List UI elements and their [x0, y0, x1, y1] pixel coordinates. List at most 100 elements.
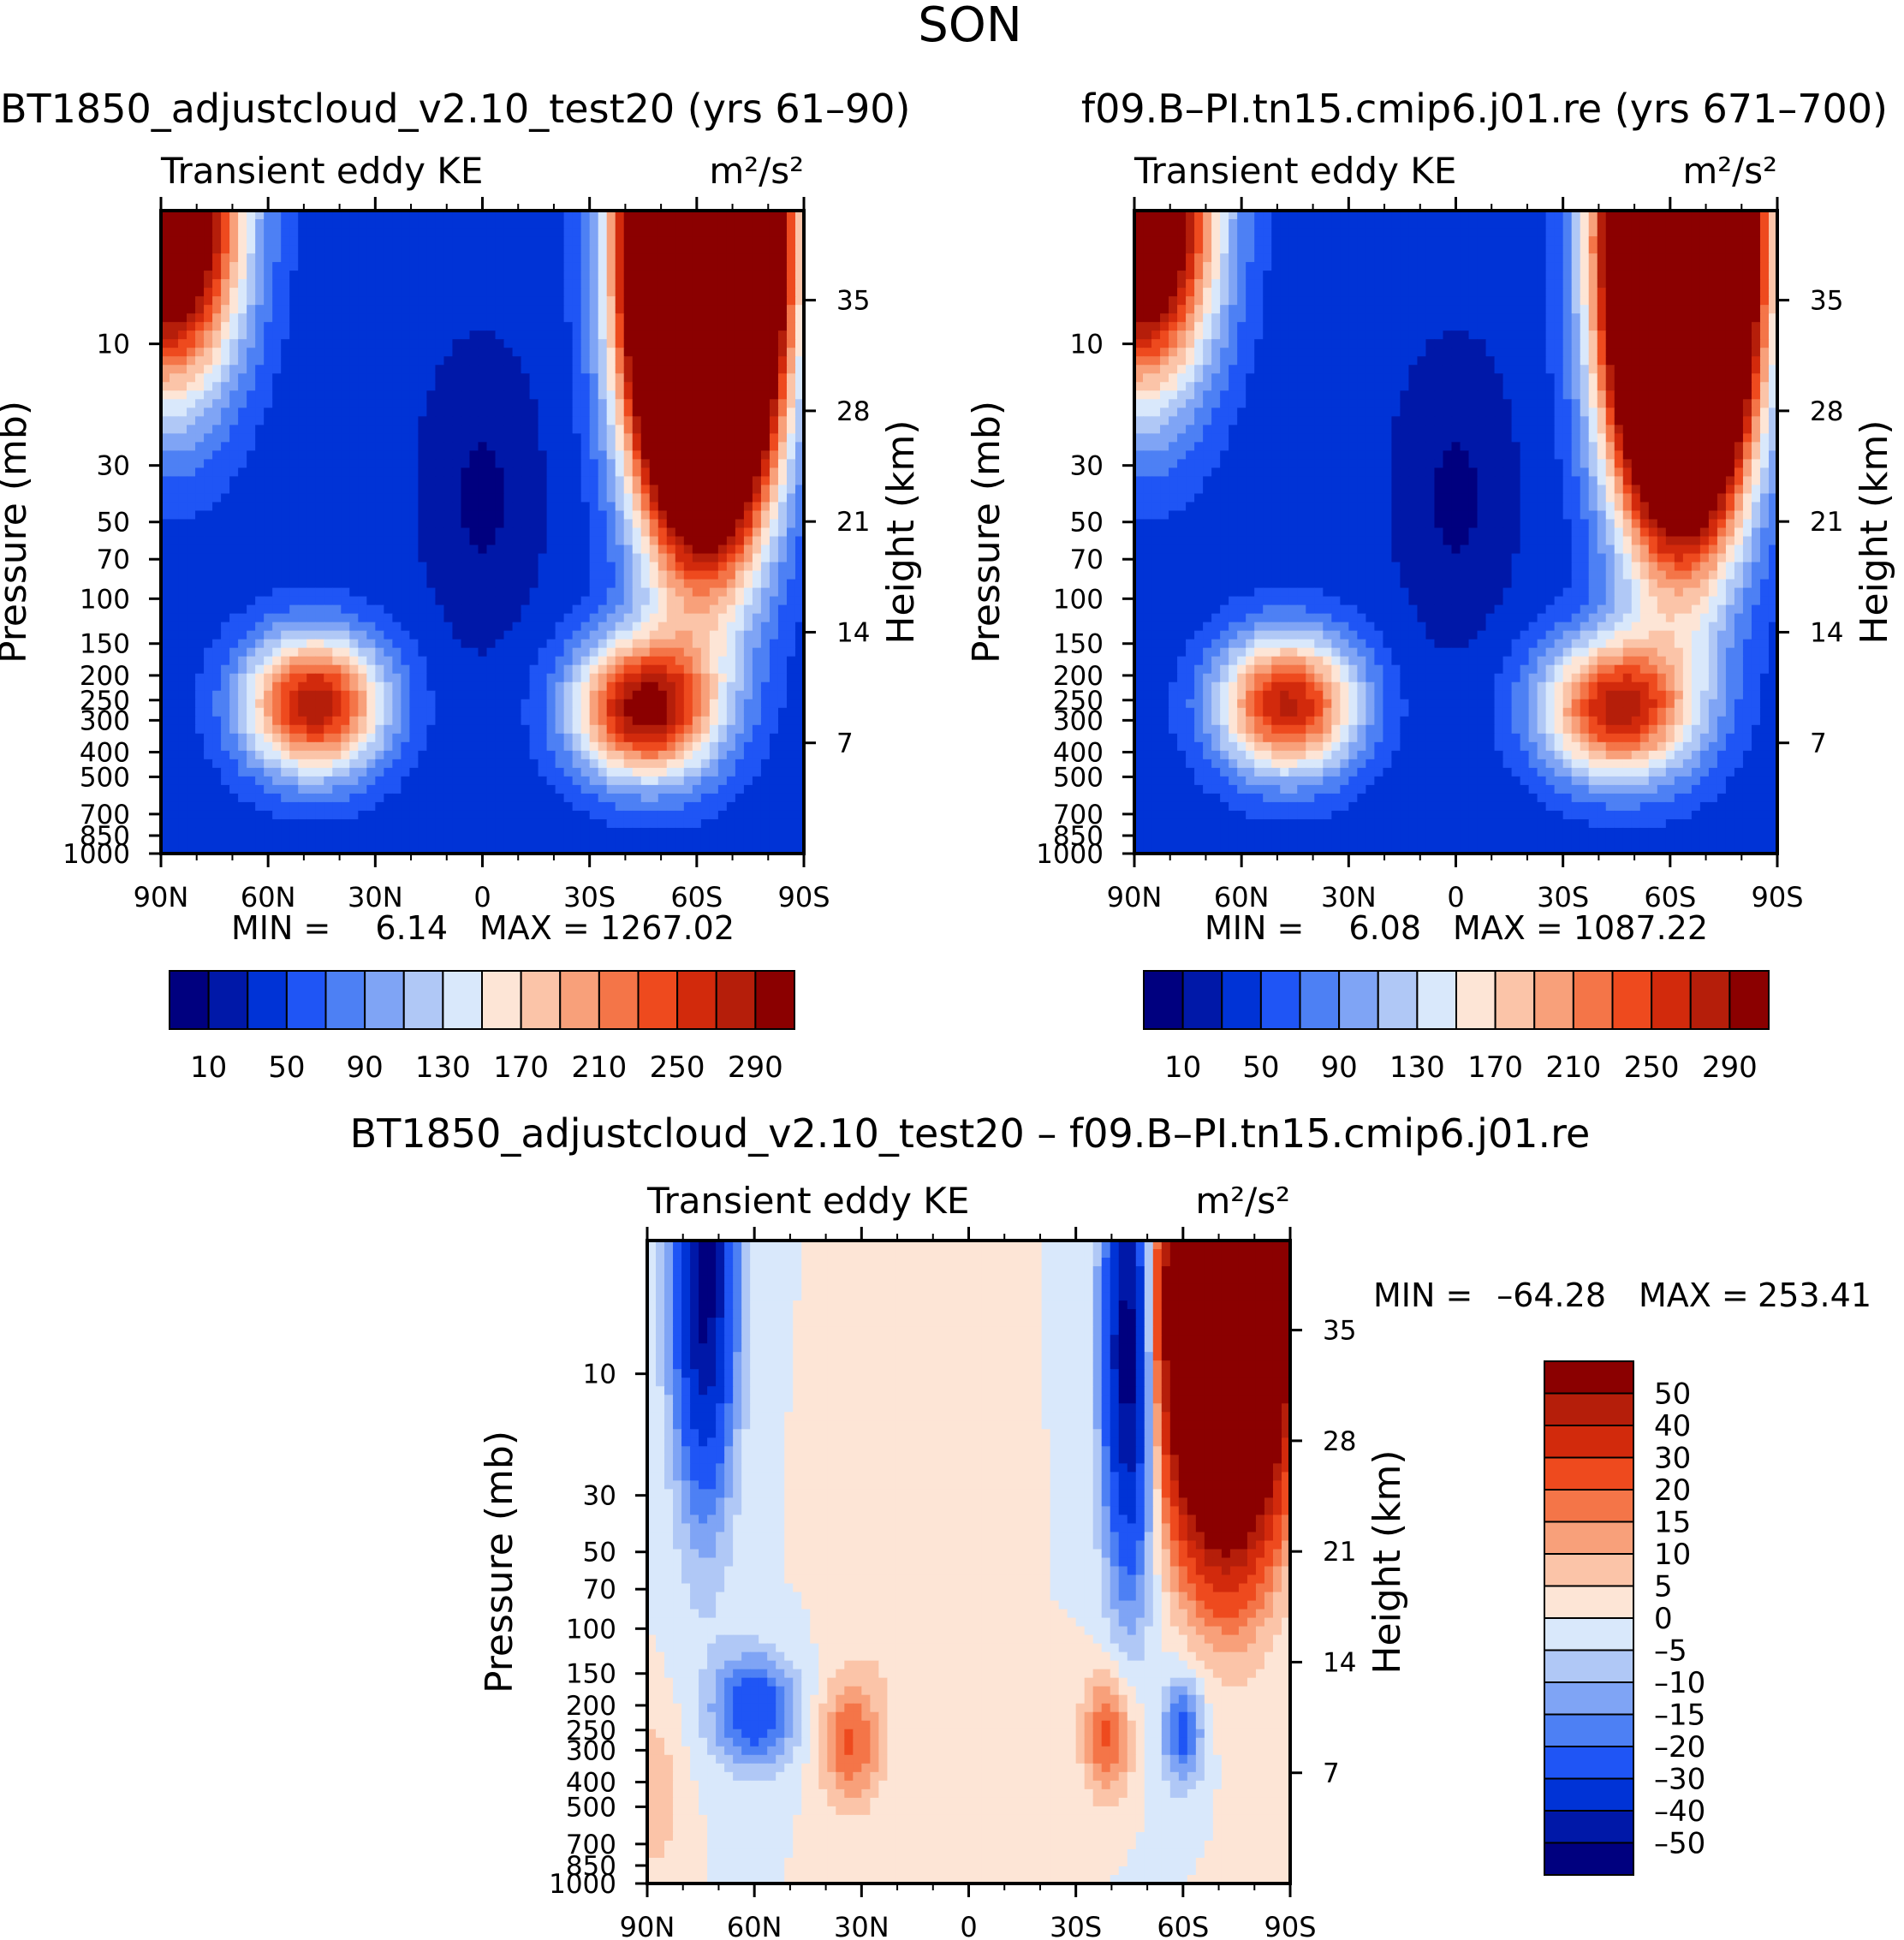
heatmap-cell	[546, 510, 556, 521]
heatmap-cell	[555, 416, 565, 425]
heatmap-cell	[752, 759, 762, 769]
heatmap-cell	[392, 759, 402, 769]
heatmap-cell	[435, 673, 445, 683]
heatmap-cell	[161, 365, 170, 374]
heatmap-cell	[760, 639, 771, 649]
heatmap-cell	[606, 733, 616, 743]
heatmap-cell	[726, 716, 736, 726]
heatmap-cell	[769, 399, 779, 408]
heatmap-cell	[666, 570, 676, 580]
heatmap-cell	[418, 296, 428, 306]
heatmap-cell	[786, 553, 796, 563]
heatmap-cell	[769, 681, 779, 692]
heatmap-cell	[786, 750, 796, 760]
heatmap-cell	[247, 562, 256, 572]
heatmap-cell	[170, 425, 179, 434]
heatmap-cell	[495, 690, 505, 700]
heatmap-cell	[623, 459, 634, 468]
heatmap-cell	[580, 664, 591, 675]
heatmap-cell	[384, 330, 393, 340]
heatmap-cell	[503, 759, 514, 769]
heatmap-cell	[760, 673, 771, 683]
heatmap-cell	[469, 681, 479, 692]
heatmap-cell	[752, 690, 762, 700]
heatmap-cell	[324, 630, 333, 640]
heatmap-cell	[161, 699, 170, 709]
heatmap-cell	[392, 553, 402, 563]
heatmap-cell	[384, 647, 393, 658]
heatmap-cell	[349, 647, 359, 658]
heatmap-cell	[204, 536, 213, 546]
heatmap-cell	[204, 416, 213, 425]
heatmap-cell	[332, 450, 342, 460]
heatmap-cell	[709, 382, 719, 391]
heatmap-cell	[255, 365, 265, 374]
heatmap-cell	[512, 450, 522, 460]
heatmap-cell	[777, 741, 788, 752]
heatmap-cell	[366, 570, 376, 580]
heatmap-cell	[675, 219, 685, 229]
heatmap-cell	[777, 613, 788, 623]
heatmap-cell	[598, 348, 608, 357]
heatmap-cell	[640, 750, 651, 760]
heatmap-cell	[555, 545, 565, 555]
heatmap-cell	[418, 681, 428, 692]
heatmap-cell	[786, 348, 796, 357]
heatmap-cell	[512, 630, 522, 640]
heatmap-cell	[512, 476, 522, 486]
heatmap-cell	[366, 348, 376, 357]
heatmap-cell	[752, 527, 762, 538]
heatmap-cell	[281, 536, 290, 546]
heatmap-cell	[615, 656, 625, 666]
heatmap-cell	[221, 724, 230, 735]
heatmap-cell	[255, 253, 265, 263]
heatmap-cell	[503, 467, 514, 478]
heatmap-cell	[726, 348, 736, 357]
heatmap-cell	[426, 211, 437, 220]
heatmap-cell	[238, 348, 247, 357]
heatmap-cell	[598, 519, 608, 529]
heatmap-cell	[512, 416, 522, 425]
heatmap-cell	[598, 587, 608, 598]
heatmap-cell	[598, 305, 608, 314]
heatmap-cell	[777, 485, 788, 495]
heatmap-cell	[238, 647, 247, 658]
heatmap-cell	[443, 313, 454, 323]
heatmap-cell	[366, 425, 376, 434]
heatmap-cell	[666, 741, 676, 752]
heatmap-cell	[264, 271, 273, 280]
heatmap-cell	[306, 630, 316, 640]
heatmap-cell	[692, 690, 702, 700]
heatmap-cell	[238, 339, 247, 348]
heatmap-cell	[580, 510, 591, 521]
heatmap-cell	[503, 502, 514, 512]
heatmap-cell	[717, 716, 728, 726]
heatmap-cell	[315, 596, 324, 606]
heatmap-cell	[709, 271, 719, 280]
heatmap-cell	[178, 219, 187, 229]
heatmap-cell	[555, 279, 565, 289]
heatmap-cell	[281, 493, 290, 503]
heatmap-cell	[709, 313, 719, 323]
heatmap-cell	[375, 399, 384, 408]
heatmap-cell	[272, 493, 282, 503]
heatmap-cell	[212, 459, 222, 468]
heatmap-cell	[529, 733, 539, 743]
heatmap-cell	[692, 562, 702, 572]
heatmap-cell	[384, 296, 393, 306]
heatmap-cell	[212, 639, 222, 649]
heatmap-cell	[289, 664, 299, 675]
heatmap-cell	[580, 416, 591, 425]
heatmap-cell	[555, 211, 565, 220]
heatmap-cell	[315, 622, 324, 632]
heatmap-cell	[580, 690, 591, 700]
heatmap-cell	[212, 476, 222, 486]
heatmap-cell	[409, 673, 419, 683]
heatmap-cell	[435, 776, 445, 786]
heatmap-cell	[563, 767, 574, 777]
heatmap-cell	[306, 690, 316, 700]
heatmap-cell	[486, 716, 497, 726]
heatmap-cell	[375, 502, 384, 512]
heatmap-cell	[589, 339, 599, 348]
heatmap-cell	[375, 724, 384, 735]
